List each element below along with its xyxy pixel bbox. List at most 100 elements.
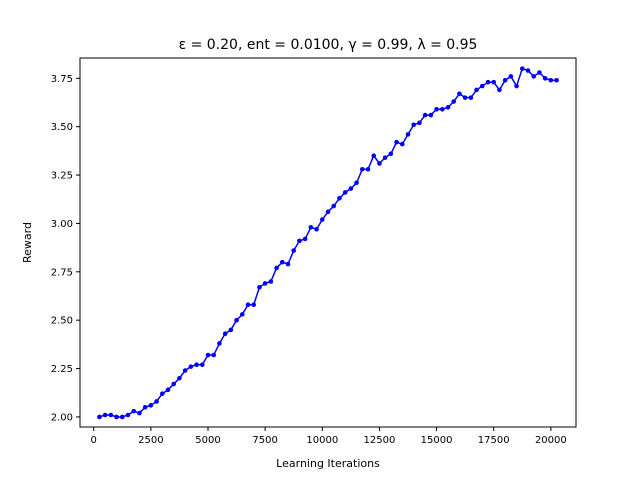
data-point <box>354 180 359 186</box>
data-point <box>262 281 268 286</box>
x-axis-ticks: 0 2500 5000 7500 10000 12500 15000 17500 20000 <box>91 427 567 446</box>
data-point <box>434 106 439 112</box>
y-tick-label: 2.00 <box>51 412 73 423</box>
data-point <box>131 408 137 414</box>
data-point <box>417 120 422 126</box>
data-point <box>485 79 491 85</box>
data-point <box>508 74 514 79</box>
data-point <box>199 362 205 367</box>
data-point <box>228 327 234 333</box>
data-point <box>388 151 394 157</box>
data-point <box>297 238 302 244</box>
data-point <box>331 203 337 209</box>
x-tick-label: 7500 <box>252 435 277 446</box>
data-point <box>125 412 131 418</box>
data-point <box>479 83 485 89</box>
data-point <box>554 77 559 83</box>
y-tick-label: 3.75 <box>51 74 73 85</box>
data-point <box>411 122 417 128</box>
data-point <box>405 132 411 137</box>
data-point <box>377 161 382 166</box>
y-tick-label: 2.50 <box>51 316 73 327</box>
data-point <box>514 83 519 89</box>
data-point <box>399 141 405 147</box>
data-point <box>548 77 554 83</box>
x-tick-label: 5000 <box>195 435 220 446</box>
data-point <box>268 279 274 284</box>
data-point <box>257 284 262 290</box>
y-tick-label: 2.25 <box>51 364 73 375</box>
data-point <box>177 375 182 381</box>
y-tick-label: 2.75 <box>51 267 73 278</box>
data-point <box>222 331 228 337</box>
x-tick-label: 12500 <box>364 435 396 446</box>
data-point <box>182 368 188 373</box>
data-point <box>245 302 251 308</box>
data-point <box>365 166 371 172</box>
x-tick-label: 20000 <box>535 435 567 446</box>
data-point <box>491 79 497 85</box>
data-point <box>108 412 114 418</box>
data-point <box>308 225 314 230</box>
data-point <box>314 226 319 232</box>
data-point <box>159 391 165 397</box>
data-point <box>239 312 245 317</box>
data-point <box>291 248 297 253</box>
data-point <box>188 364 194 369</box>
data-point <box>382 155 388 160</box>
data-point <box>211 352 217 358</box>
y-axis-ticks: 2.00 2.25 2.50 2.75 3.00 3.25 3.50 3.75 <box>51 74 80 423</box>
data-point <box>525 68 531 73</box>
data-point <box>451 99 457 104</box>
data-point <box>148 403 154 408</box>
x-tick-label: 15000 <box>421 435 453 446</box>
y-axis-label: Reward <box>21 222 34 263</box>
data-point <box>394 139 399 145</box>
x-tick-label: 0 <box>91 435 97 446</box>
data-point <box>462 95 468 100</box>
plot-frame <box>79 57 577 428</box>
data-point <box>217 341 222 346</box>
data-point <box>142 404 148 410</box>
data-point <box>468 95 474 100</box>
data-point <box>457 91 462 97</box>
data-point <box>474 87 479 93</box>
data-point <box>251 302 257 308</box>
data-point <box>497 87 502 93</box>
x-tick-label: 2500 <box>138 435 163 446</box>
data-point <box>114 414 119 420</box>
data-point <box>531 74 537 79</box>
y-tick-label: 3.25 <box>51 171 73 182</box>
data-point <box>337 195 342 201</box>
data-point <box>342 190 348 195</box>
data-point <box>445 105 451 110</box>
data-point <box>137 410 142 416</box>
data-point <box>428 112 434 118</box>
data-point <box>205 352 211 358</box>
data-point <box>194 362 199 367</box>
data-point <box>502 77 508 83</box>
y-tick-label: 3.00 <box>51 219 73 230</box>
data-point <box>119 414 125 420</box>
data-point <box>302 236 308 242</box>
data-point <box>234 317 239 323</box>
data-point <box>325 209 331 215</box>
data-point <box>439 106 445 112</box>
data-point <box>102 412 108 418</box>
y-tick-label: 3.50 <box>51 122 73 133</box>
x-tick-label: 17500 <box>478 435 510 446</box>
x-axis-label: Learning Iterations <box>276 457 380 470</box>
data-point <box>542 76 548 81</box>
chart-title: ε = 0.20, ent = 0.0100, γ = 0.99, λ = 0.… <box>179 37 478 53</box>
data-point <box>97 414 102 420</box>
data-point <box>319 217 325 222</box>
series-layer <box>97 66 559 420</box>
data-point <box>348 186 354 191</box>
data-point <box>171 381 177 387</box>
data-point <box>371 153 377 159</box>
data-point <box>519 66 525 71</box>
data-point <box>285 261 291 267</box>
data-point <box>537 70 542 75</box>
